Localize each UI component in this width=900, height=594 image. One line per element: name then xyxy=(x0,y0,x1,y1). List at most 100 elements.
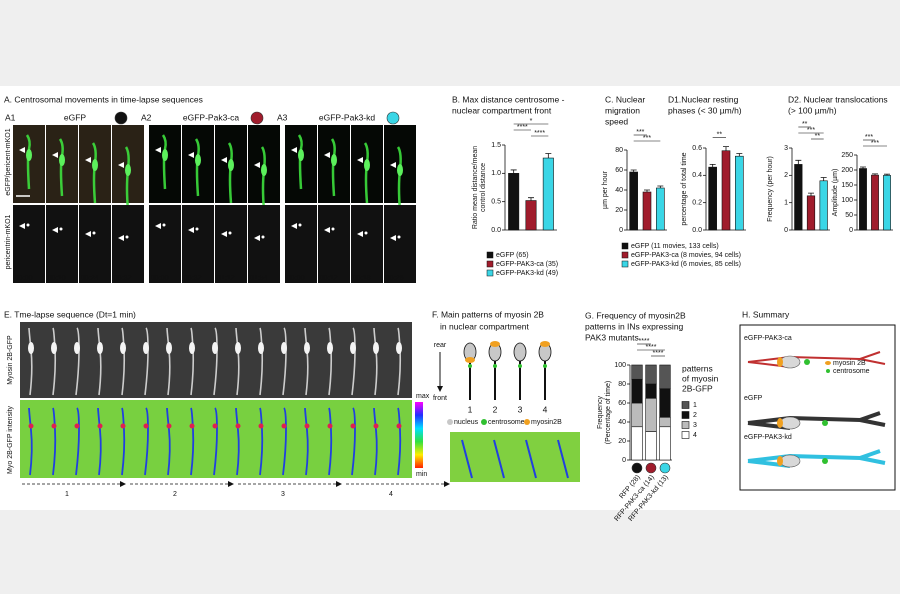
intensity-image xyxy=(212,423,218,429)
cell-image xyxy=(281,342,287,354)
bar-segment xyxy=(659,364,671,390)
intensity-image xyxy=(51,423,57,429)
arrowhead xyxy=(221,231,227,237)
y-tick-label: 0.2 xyxy=(692,200,702,207)
time-stamp: 00:00 xyxy=(151,275,169,282)
intensity-image xyxy=(166,407,171,476)
intensity-image xyxy=(52,407,57,476)
legend-label: eGFP-PAK3-ca (35) xyxy=(496,261,558,268)
bar xyxy=(721,150,731,231)
intensity-image xyxy=(121,407,126,476)
centrosome-shape xyxy=(822,458,828,464)
error-bar xyxy=(510,169,517,174)
arrowhead xyxy=(390,162,396,168)
significance-label: *** xyxy=(865,134,873,141)
image-frame xyxy=(285,205,317,283)
arrowhead xyxy=(19,223,25,229)
y-axis-label: Ratio mean distance/mean xyxy=(472,146,479,229)
legend-label: 1 xyxy=(693,402,697,409)
y-tick-label: 0 xyxy=(619,227,623,234)
myosin-shape xyxy=(777,418,783,428)
y-tick-label: 60 xyxy=(618,400,626,407)
chart-title: B. Max distance centrosome - xyxy=(452,94,565,104)
y-tick-label: 2 xyxy=(784,172,788,179)
significance-label: **** xyxy=(646,344,657,351)
cell-image xyxy=(397,164,403,176)
y-axis-label: Frequency xyxy=(597,395,604,429)
bar xyxy=(806,195,816,231)
centrosome-image xyxy=(92,231,96,235)
legend-label: eGFP (11 movies, 133 cells) xyxy=(631,243,719,250)
image-frame xyxy=(384,205,416,283)
time-stamp: 00:00 xyxy=(15,275,33,282)
bar xyxy=(525,200,537,231)
legend-dot xyxy=(447,419,453,425)
centrosome-image xyxy=(261,235,265,239)
cell-image xyxy=(258,342,264,354)
chart-title: C. Nuclear xyxy=(605,94,645,104)
myosin-shape xyxy=(777,357,783,367)
cell-image xyxy=(120,342,126,354)
y-tick-label: 0.6 xyxy=(692,145,702,152)
intensity-image xyxy=(28,407,33,476)
significance-label: **** xyxy=(534,130,545,137)
subpanel-name: eGFP-Pak3-ca xyxy=(183,112,239,122)
time-stamp: 00:32 xyxy=(184,275,202,282)
y-tick-label: 200 xyxy=(841,167,853,174)
cell-image xyxy=(143,342,149,354)
legend-title: of myosin xyxy=(682,373,719,383)
panel-title: in nuclear compartment xyxy=(440,321,529,331)
phase-label: 1 xyxy=(65,491,69,498)
arrowhead xyxy=(291,223,297,229)
color-scale xyxy=(415,402,423,468)
y-axis-label: control distance xyxy=(480,163,487,212)
legend-label: eGFP-PAK3-kd (49) xyxy=(496,270,558,277)
y-tick-label: 3 xyxy=(784,145,788,152)
bar-segment xyxy=(645,397,657,432)
chart-title: nuclear compartment front xyxy=(452,105,552,115)
phase-label: 3 xyxy=(281,491,285,498)
axis-word: rear xyxy=(434,342,447,349)
significance-label: **** xyxy=(517,124,528,131)
intensity-image xyxy=(397,407,402,476)
cell-image xyxy=(261,164,267,176)
y-axis-label: Frequency (per hour) xyxy=(767,156,774,222)
intensity-image xyxy=(328,407,333,476)
cell-image xyxy=(327,342,333,354)
time-stamp: 01:54 xyxy=(250,275,268,282)
legend-title: patterns xyxy=(682,363,713,373)
y-tick-label: 100 xyxy=(841,197,853,204)
myosin-shape xyxy=(777,456,783,466)
legend-label: eGFP-PAK3-ca (8 movies, 94 cells) xyxy=(631,252,741,259)
intensity-image xyxy=(396,423,402,429)
error-bar xyxy=(795,159,802,165)
image-frame xyxy=(318,205,350,283)
cell-image xyxy=(125,164,131,176)
scale-label: min xyxy=(416,471,427,478)
cell-image xyxy=(166,342,172,354)
condition-dot xyxy=(250,111,264,125)
cell-image xyxy=(189,342,195,354)
y-tick-label: 0.5 xyxy=(491,199,501,206)
significance-label: *** xyxy=(643,135,651,142)
time-stamp: 01:12 xyxy=(217,275,235,282)
time-stamp: 00:32 xyxy=(114,275,132,282)
bar xyxy=(508,173,520,231)
legend-label: myosin2B xyxy=(531,419,562,426)
image-frame xyxy=(248,205,280,283)
subpanel-name: eGFP xyxy=(64,112,87,122)
cell-image xyxy=(97,342,103,354)
intensity-image xyxy=(120,423,126,429)
intensity-image xyxy=(235,407,240,476)
intensity-image xyxy=(373,423,379,429)
intensity-image xyxy=(327,423,333,429)
condition-dot xyxy=(386,111,400,125)
arrowhead xyxy=(118,235,124,241)
cell-image xyxy=(51,342,57,354)
bar-segment xyxy=(631,426,643,461)
time-stamp: 00:00 xyxy=(287,275,305,282)
chart-title: phases (< 30 µm/h) xyxy=(668,105,742,115)
intensity-image xyxy=(97,407,102,476)
arrowhead xyxy=(155,223,161,229)
